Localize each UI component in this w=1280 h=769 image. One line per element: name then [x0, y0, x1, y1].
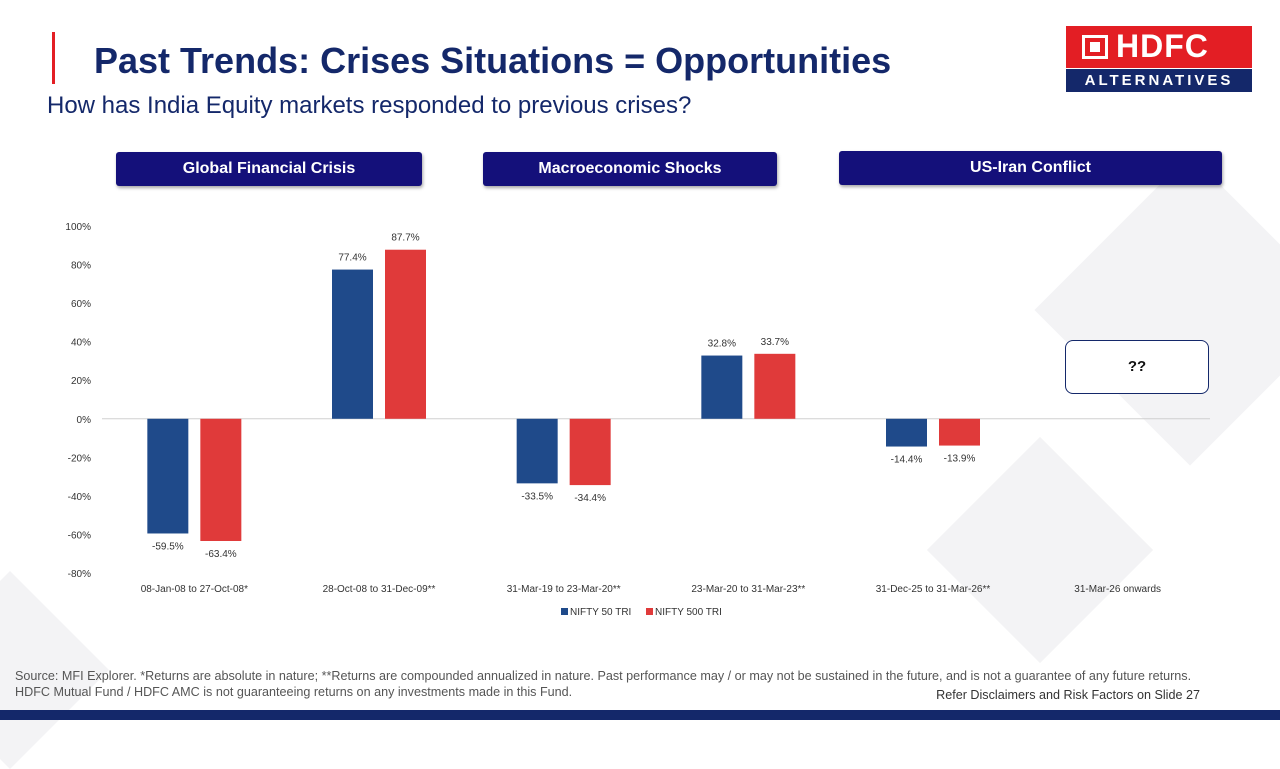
group-label-us-iran-conflict: US-Iran Conflict — [839, 151, 1222, 185]
unknown-outcome-box: ?? — [1065, 340, 1209, 394]
x-tick-label: 31-Dec-25 to 31-Mar-26** — [876, 584, 991, 595]
data-label: 32.8% — [708, 339, 736, 350]
y-tick-label: 100% — [65, 222, 91, 233]
bar-nifty500 — [385, 249, 426, 419]
disclaimer-reference: Refer Disclaimers and Risk Factors on Sl… — [936, 688, 1200, 702]
y-tick-label: 80% — [71, 261, 91, 272]
x-tick-label: 08-Jan-08 to 27-Oct-08* — [141, 584, 248, 595]
data-label: -59.5% — [152, 541, 184, 552]
page-title: Past Trends: Crises Situations = Opportu… — [94, 40, 892, 81]
legend-swatch-nifty50 — [561, 608, 568, 615]
data-label: -33.5% — [521, 491, 553, 502]
returns-bar-chart: 100% 80% 60% 40% 20% 0% -20% -40% -60% -80% 08-Jan… — [65, 222, 1210, 618]
data-label: 77.4% — [338, 253, 366, 264]
bar-nifty50 — [516, 418, 558, 484]
y-tick-label: 40% — [71, 338, 91, 349]
y-tick-label: 0% — [77, 415, 92, 426]
bar-nifty50 — [332, 269, 373, 419]
y-tick-label: 60% — [71, 299, 91, 310]
data-label: -34.4% — [574, 493, 606, 504]
y-tick-label: -40% — [68, 492, 91, 503]
data-label: 87.7% — [391, 233, 419, 244]
bar-nifty50 — [886, 418, 927, 447]
data-label: 33.7% — [761, 337, 789, 348]
logo-tagline: ALTERNATIVES — [1066, 69, 1252, 92]
bar-nifty500 — [569, 418, 611, 486]
x-tick-label: 23-Mar-20 to 31-Mar-23** — [691, 584, 805, 595]
hdfc-alternatives-logo: HDFC ALTERNATIVES — [1066, 26, 1252, 92]
title-accent-bar — [52, 32, 55, 84]
source-footnote: Source: MFI Explorer. *Returns are absol… — [15, 669, 1192, 699]
legend-label: NIFTY 50 TRI — [570, 607, 631, 618]
data-label: -63.4% — [205, 549, 237, 560]
x-tick-label: 28-Oct-08 to 31-Dec-09** — [323, 584, 436, 595]
bar-nifty500 — [754, 353, 796, 419]
group-label-macroeconomic-shocks: Macroeconomic Shocks — [483, 152, 777, 186]
legend-label: NIFTY 500 TRI — [655, 607, 722, 618]
bar-nifty500 — [939, 418, 980, 446]
bar-nifty50 — [147, 418, 189, 534]
page-subtitle: How has India Equity markets responded t… — [47, 92, 692, 119]
bar-nifty50 — [701, 355, 743, 419]
x-tick-label: 31-Mar-19 to 23-Mar-20** — [507, 584, 621, 595]
bottom-band — [0, 710, 1280, 720]
data-label: -14.4% — [891, 455, 923, 466]
y-tick-label: -60% — [68, 530, 91, 541]
y-tick-label: 20% — [71, 376, 91, 387]
legend-swatch-nifty500 — [646, 608, 653, 615]
group-label-global-financial-crisis: Global Financial Crisis — [116, 152, 422, 186]
data-label: -13.9% — [944, 454, 976, 465]
bar-nifty500 — [200, 418, 242, 541]
logo-top-band: HDFC — [1066, 26, 1252, 68]
y-tick-label: -80% — [68, 569, 91, 580]
logo-name: HDFC — [1116, 28, 1209, 64]
logo-mark-icon — [1082, 35, 1108, 59]
y-tick-label: -20% — [68, 453, 91, 464]
x-tick-label: 31-Mar-26 onwards — [1074, 584, 1161, 595]
